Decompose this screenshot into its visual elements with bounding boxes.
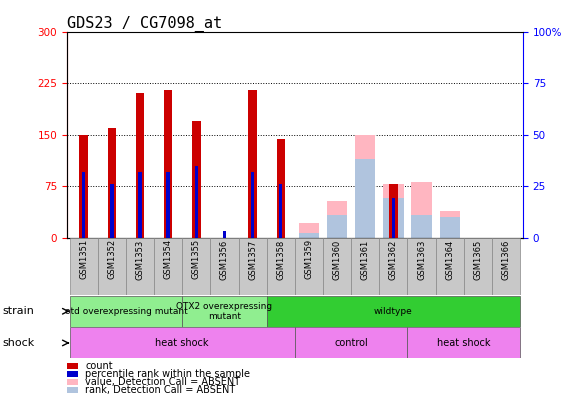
Text: GSM1365: GSM1365 — [474, 239, 482, 280]
Text: heat shock: heat shock — [156, 338, 209, 348]
Bar — [267, 238, 295, 295]
Bar — [210, 238, 239, 295]
Bar — [440, 217, 460, 238]
Bar — [407, 327, 520, 358]
Bar — [389, 184, 397, 238]
Text: strain: strain — [3, 306, 35, 316]
Text: percentile rank within the sample: percentile rank within the sample — [85, 369, 250, 379]
Text: GSM1355: GSM1355 — [192, 239, 201, 280]
Bar — [192, 121, 200, 238]
Text: rank, Detection Call = ABSENT: rank, Detection Call = ABSENT — [85, 385, 235, 395]
Bar — [138, 172, 142, 238]
Text: count: count — [85, 361, 113, 371]
Bar — [295, 238, 323, 295]
Text: GDS23 / CG7098_at: GDS23 / CG7098_at — [67, 15, 222, 32]
Bar — [299, 234, 319, 238]
Bar — [98, 238, 126, 295]
Bar — [251, 172, 254, 238]
Text: GSM1356: GSM1356 — [220, 239, 229, 280]
Text: GSM1366: GSM1366 — [501, 239, 511, 280]
Bar — [295, 327, 407, 358]
Text: shock: shock — [3, 338, 35, 348]
Bar — [110, 184, 113, 238]
Bar — [411, 182, 432, 238]
Bar — [299, 223, 319, 238]
Text: control: control — [334, 338, 368, 348]
Bar — [70, 296, 182, 327]
Text: GSM1354: GSM1354 — [164, 239, 173, 280]
Bar — [327, 200, 347, 238]
Bar — [80, 135, 88, 238]
Text: GSM1351: GSM1351 — [79, 239, 88, 280]
Bar — [379, 238, 407, 295]
Bar — [164, 90, 173, 238]
Text: heat shock: heat shock — [437, 338, 490, 348]
Bar — [355, 135, 375, 238]
Bar — [223, 231, 226, 238]
Bar — [107, 128, 116, 238]
Bar — [70, 327, 295, 358]
Text: GSM1363: GSM1363 — [417, 239, 426, 280]
Bar — [355, 159, 375, 238]
Bar — [82, 172, 85, 238]
Bar — [182, 238, 210, 295]
Bar — [67, 379, 78, 385]
Bar — [351, 238, 379, 295]
Text: GSM1359: GSM1359 — [304, 239, 313, 280]
Bar — [436, 238, 464, 295]
Bar — [464, 238, 492, 295]
Text: GSM1357: GSM1357 — [248, 239, 257, 280]
Bar — [126, 238, 154, 295]
Bar — [136, 93, 144, 238]
Bar — [154, 238, 182, 295]
Bar — [182, 296, 267, 327]
Bar — [277, 139, 285, 238]
Bar — [383, 198, 404, 238]
Bar — [407, 238, 436, 295]
Bar — [195, 166, 198, 238]
Text: GSM1360: GSM1360 — [332, 239, 342, 280]
Text: GSM1362: GSM1362 — [389, 239, 398, 280]
Text: value, Detection Call = ABSENT: value, Detection Call = ABSENT — [85, 377, 240, 387]
Bar — [383, 184, 404, 238]
Text: GSM1358: GSM1358 — [277, 239, 285, 280]
Bar — [392, 198, 395, 238]
Bar — [67, 387, 78, 393]
Bar — [411, 215, 432, 238]
Bar — [327, 215, 347, 238]
Bar — [279, 184, 282, 238]
Bar — [70, 238, 98, 295]
Bar — [492, 238, 520, 295]
Bar — [440, 211, 460, 238]
Text: GSM1361: GSM1361 — [361, 239, 370, 280]
Text: GSM1364: GSM1364 — [445, 239, 454, 280]
Bar — [267, 296, 520, 327]
Bar — [239, 238, 267, 295]
Bar — [67, 363, 78, 369]
Bar — [323, 238, 351, 295]
Text: GSM1352: GSM1352 — [107, 239, 116, 280]
Bar — [167, 172, 170, 238]
Bar — [249, 90, 257, 238]
Bar — [67, 371, 78, 377]
Text: wildtype: wildtype — [374, 307, 413, 316]
Text: OTX2 overexpressing
mutant: OTX2 overexpressing mutant — [177, 302, 272, 321]
Text: GSM1353: GSM1353 — [135, 239, 145, 280]
Text: otd overexpressing mutant: otd overexpressing mutant — [64, 307, 187, 316]
